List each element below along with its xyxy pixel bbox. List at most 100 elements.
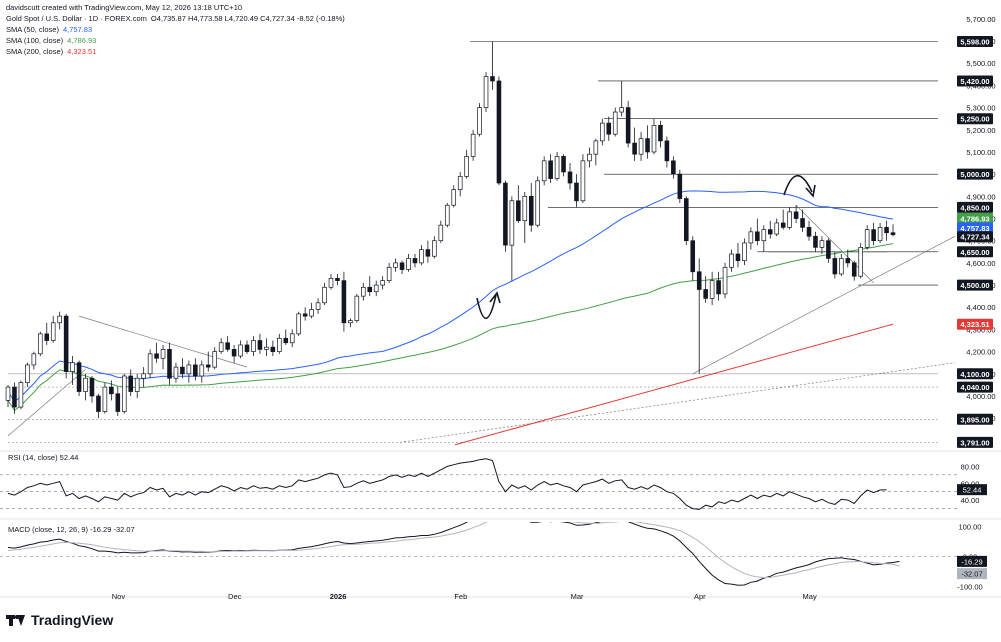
symbol-line: Gold Spot / U.S. Dollar · 1D · FOREX.com… bbox=[6, 14, 349, 24]
price-label-box bbox=[957, 381, 993, 393]
y-tick-label: 4,400.00 bbox=[966, 303, 995, 312]
macd-tick-label: 100.00 bbox=[959, 523, 982, 532]
macd-tick-label: -100.00 bbox=[957, 583, 982, 592]
candle-body bbox=[102, 386, 108, 412]
x-tick-label: Nov bbox=[112, 592, 126, 601]
trendline bbox=[399, 362, 956, 443]
price-label-text: 4,850.00 bbox=[960, 203, 989, 212]
sma-50-legend: SMA (50, close) 4,757.83 bbox=[6, 25, 96, 35]
candle-body bbox=[658, 125, 663, 142]
candle-body bbox=[632, 142, 637, 155]
candle-body bbox=[96, 395, 101, 412]
annotation-arrow-down bbox=[783, 174, 813, 196]
x-tick-label: 2026 bbox=[330, 592, 347, 601]
candle-body bbox=[180, 366, 185, 375]
candle-body bbox=[664, 140, 670, 162]
candle-body bbox=[425, 249, 431, 257]
x-tick-label: May bbox=[803, 592, 817, 601]
candle-body bbox=[50, 322, 56, 341]
candle-body bbox=[490, 76, 495, 82]
candle-body bbox=[600, 122, 605, 142]
candle-body bbox=[509, 200, 515, 246]
candle-body bbox=[315, 302, 321, 310]
price-label-text: 4,040.00 bbox=[960, 383, 989, 392]
candle-body bbox=[606, 122, 612, 135]
price-label-text: 4,650.00 bbox=[960, 248, 989, 257]
candle-body bbox=[554, 156, 560, 179]
signal-value-box bbox=[957, 568, 987, 580]
candle-body bbox=[115, 393, 121, 412]
macd-value-label: -16.29 bbox=[961, 557, 982, 566]
candle-body bbox=[742, 242, 747, 262]
candle-body bbox=[231, 349, 237, 357]
candle-body bbox=[193, 364, 198, 377]
candle-body bbox=[845, 258, 851, 264]
macd-line bbox=[7, 522, 900, 586]
macd-signal-line bbox=[7, 522, 900, 578]
candle-body bbox=[83, 377, 88, 392]
candle-body bbox=[806, 227, 812, 237]
tradingview-logo[interactable]: TradingView bbox=[6, 612, 113, 628]
candle-body bbox=[645, 138, 650, 153]
candle-body bbox=[612, 111, 618, 135]
candle-body bbox=[432, 240, 437, 257]
candle-body bbox=[884, 227, 889, 234]
candle-body bbox=[199, 364, 205, 377]
candle-body bbox=[251, 340, 256, 352]
price-label-box bbox=[957, 279, 993, 291]
candle-body bbox=[787, 211, 792, 228]
x-tick-label: Feb bbox=[454, 592, 467, 601]
candle-body bbox=[341, 280, 347, 324]
trendline bbox=[78, 315, 248, 368]
y-tick-label: 5,300.00 bbox=[966, 104, 995, 113]
candle-body bbox=[696, 271, 702, 290]
candle-body bbox=[567, 171, 573, 184]
candle-body bbox=[328, 278, 334, 288]
candle-body bbox=[528, 195, 534, 226]
y-tick-label: 5,100.00 bbox=[966, 148, 995, 157]
candle-body bbox=[289, 333, 295, 344]
candle-body bbox=[244, 344, 250, 352]
candle-body bbox=[322, 286, 327, 304]
candle-body bbox=[638, 138, 644, 155]
price-label-box bbox=[957, 168, 993, 180]
rsi-tick-label: 60.00 bbox=[961, 479, 980, 488]
sma-200-legend: SMA (200, close) 4,323.51 bbox=[6, 47, 100, 57]
candle-body bbox=[186, 364, 192, 375]
candle-body bbox=[457, 176, 463, 191]
rsi-value-label: 52.44 bbox=[963, 486, 982, 495]
candle-body bbox=[283, 337, 289, 344]
candle-body bbox=[141, 373, 146, 379]
candle-body bbox=[548, 160, 553, 179]
candle-body bbox=[503, 182, 508, 246]
price-label-box bbox=[957, 212, 993, 224]
rsi-title: RSI (14, close) 52.44 bbox=[8, 453, 78, 462]
candle-body bbox=[335, 278, 340, 281]
price-label-box bbox=[957, 318, 993, 330]
price-label-text: 4,100.00 bbox=[960, 370, 989, 379]
rsi-tick-label: 80.00 bbox=[961, 462, 980, 471]
candle-body bbox=[173, 366, 179, 379]
price-label-box bbox=[957, 222, 993, 234]
candle-body bbox=[871, 229, 876, 242]
created-by-text: davidscutt created with TradingView.com,… bbox=[6, 3, 243, 12]
price-label-text: 5,420.00 bbox=[960, 77, 989, 86]
x-tick-label: Apr bbox=[694, 592, 706, 601]
annotation-arrow-up bbox=[476, 294, 497, 319]
y-tick-label: 4,900.00 bbox=[966, 192, 995, 201]
candle-body bbox=[225, 342, 230, 350]
candle-body bbox=[619, 107, 624, 113]
candle-body bbox=[877, 227, 883, 242]
sma-100-legend: SMA (100, close) 4,786.93 bbox=[6, 36, 100, 46]
candle-body bbox=[580, 160, 586, 202]
candle-body bbox=[121, 375, 127, 412]
candle-body bbox=[761, 229, 767, 242]
candle-body bbox=[218, 342, 224, 352]
trendline bbox=[692, 235, 956, 375]
candle-body bbox=[76, 362, 82, 392]
price-label-text: 4,323.51 bbox=[960, 320, 989, 329]
candle-body bbox=[406, 258, 411, 270]
candle-body bbox=[18, 382, 24, 408]
rsi-value-box bbox=[957, 484, 987, 496]
